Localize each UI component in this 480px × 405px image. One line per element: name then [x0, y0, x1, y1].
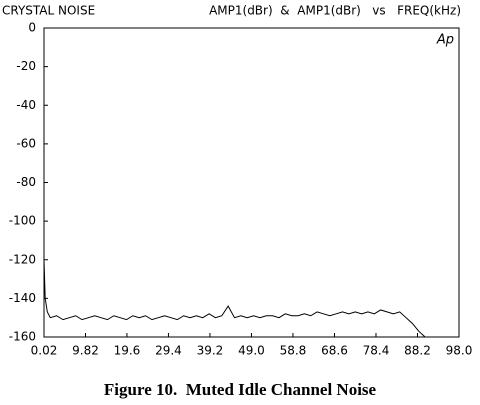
y-tick-label: -20 [16, 59, 36, 73]
y-tick-label: -140 [9, 291, 36, 305]
plot-frame [43, 27, 460, 338]
x-tick-label: 98.0 [446, 344, 473, 358]
x-tick-label: 68.6 [321, 344, 348, 358]
y-tick-label: -100 [9, 214, 36, 228]
chart-subtitle: AMP1(dBr) & AMP1(dBr) vs FREQ(kHz) [209, 4, 461, 18]
figure-caption: Figure 10. Muted Idle Channel Noise [104, 380, 377, 399]
logo-annotation: Ap [436, 33, 454, 48]
y-tick-label: 0 [28, 21, 36, 35]
x-tick-label: 49.0 [238, 344, 265, 358]
y-tick-label: -160 [9, 330, 36, 344]
x-tick-label: 0.02 [31, 344, 58, 358]
x-tick-label: 29.4 [155, 344, 182, 358]
noise-line [43, 259, 426, 338]
y-tick-label: -80 [16, 175, 36, 189]
y-tick-label: -40 [16, 98, 36, 112]
x-tick-label: 58.8 [280, 344, 307, 358]
x-tick-label: 39.2 [197, 344, 224, 358]
y-tick-label: -60 [16, 136, 36, 150]
x-tick-label: 78.4 [363, 344, 390, 358]
y-tick-label: -120 [9, 252, 36, 266]
x-tick-label: 19.6 [114, 344, 141, 358]
x-tick-label: 88.2 [404, 344, 431, 358]
x-tick-label: 9.82 [72, 344, 99, 358]
chart-title: CRYSTAL NOISE [2, 4, 95, 18]
